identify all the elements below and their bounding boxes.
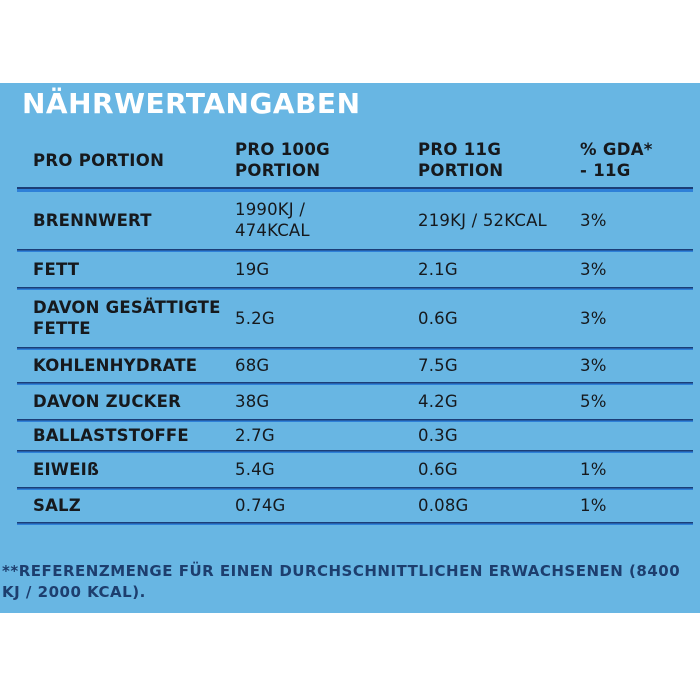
value-per-11g: 0.08G — [418, 496, 469, 516]
row-divider — [17, 450, 693, 454]
value-per-11g: 0.6G — [418, 308, 458, 328]
row-label: DAVON GESÄTTIGTE FETTE — [33, 298, 221, 338]
value-per-100g: 19G — [235, 259, 270, 279]
value-per-11g: 7.5G — [418, 356, 458, 376]
value-gda: 3% — [580, 308, 607, 328]
column-header-pro-11g: PRO 11G PORTION — [418, 140, 504, 180]
value-gda: 1% — [580, 496, 607, 516]
value-per-11g: 4.2G — [418, 392, 458, 412]
row-divider — [17, 287, 693, 291]
table-header-row: PRO PORTION PRO 100G PORTION PRO 11G POR… — [0, 134, 700, 187]
value-per-11g: 0.3G — [418, 426, 458, 446]
row-divider — [17, 382, 693, 386]
column-header-pro-100g: PRO 100G PORTION — [235, 140, 330, 180]
row-divider — [17, 249, 693, 253]
value-per-100g: 0.74G — [235, 496, 286, 516]
value-gda: 1% — [580, 460, 607, 480]
value-gda: 3% — [580, 356, 607, 376]
reference-footnote: **REFERENZMENGE FÜR EINEN DURCHSCHNITTLI… — [2, 562, 681, 602]
row-label: KOHLENHYDRATE — [33, 356, 198, 376]
value-per-100g: 1990KJ / 474KCAL — [235, 200, 310, 240]
row-divider — [17, 487, 693, 491]
row-label: EIWEIß — [33, 460, 100, 480]
value-gda: 5% — [580, 392, 607, 412]
value-per-100g: 68G — [235, 356, 270, 376]
table-bottom-divider — [17, 522, 693, 526]
row-label: BRENNWERT — [33, 210, 152, 230]
row-label: DAVON ZUCKER — [33, 392, 182, 412]
table-row-gesaettigte-fette: DAVON GESÄTTIGTE FETTE 5.2G 0.6G 3% — [0, 290, 700, 347]
table-row-eiweiss: EIWEIß 5.4G 0.6G 1% — [0, 453, 700, 487]
value-per-11g: 0.6G — [418, 460, 458, 480]
value-per-100g: 38G — [235, 392, 270, 412]
value-per-100g: 5.2G — [235, 308, 275, 328]
value-per-11g: 2.1G — [418, 259, 458, 279]
table-row-kohlenhydrate: KOHLENHYDRATE 68G 7.5G 3% — [0, 350, 700, 382]
row-divider — [17, 347, 693, 351]
value-per-100g: 2.7G — [235, 426, 275, 446]
nutrition-panel: NÄHRWERTANGABEN PRO PORTION PRO 100G POR… — [0, 83, 700, 613]
header-divider — [17, 187, 693, 193]
value-gda: 3% — [580, 210, 607, 230]
panel-title: NÄHRWERTANGABEN — [22, 87, 361, 120]
table-row-brennwert: BRENNWERT 1990KJ / 474KCAL 219KJ / 52KCA… — [0, 192, 700, 249]
value-gda: 3% — [580, 259, 607, 279]
value-per-11g: 219KJ / 52KCAL — [418, 210, 547, 230]
row-label: BALLASTSTOFFE — [33, 426, 189, 446]
table-row-fett: FETT 19G 2.1G 3% — [0, 252, 700, 287]
row-label: FETT — [33, 259, 80, 279]
column-header-pro-portion: PRO PORTION — [33, 150, 165, 170]
column-header-gda: % GDA* - 11G — [580, 140, 653, 180]
row-divider — [17, 419, 693, 423]
table-row-davon-zucker: DAVON ZUCKER 38G 4.2G 5% — [0, 385, 700, 419]
table-row-salz: SALZ 0.74G 0.08G 1% — [0, 490, 700, 522]
row-label: SALZ — [33, 496, 81, 516]
table-row-ballaststoffe: BALLASTSTOFFE 2.7G 0.3G — [0, 422, 700, 450]
value-per-100g: 5.4G — [235, 460, 275, 480]
